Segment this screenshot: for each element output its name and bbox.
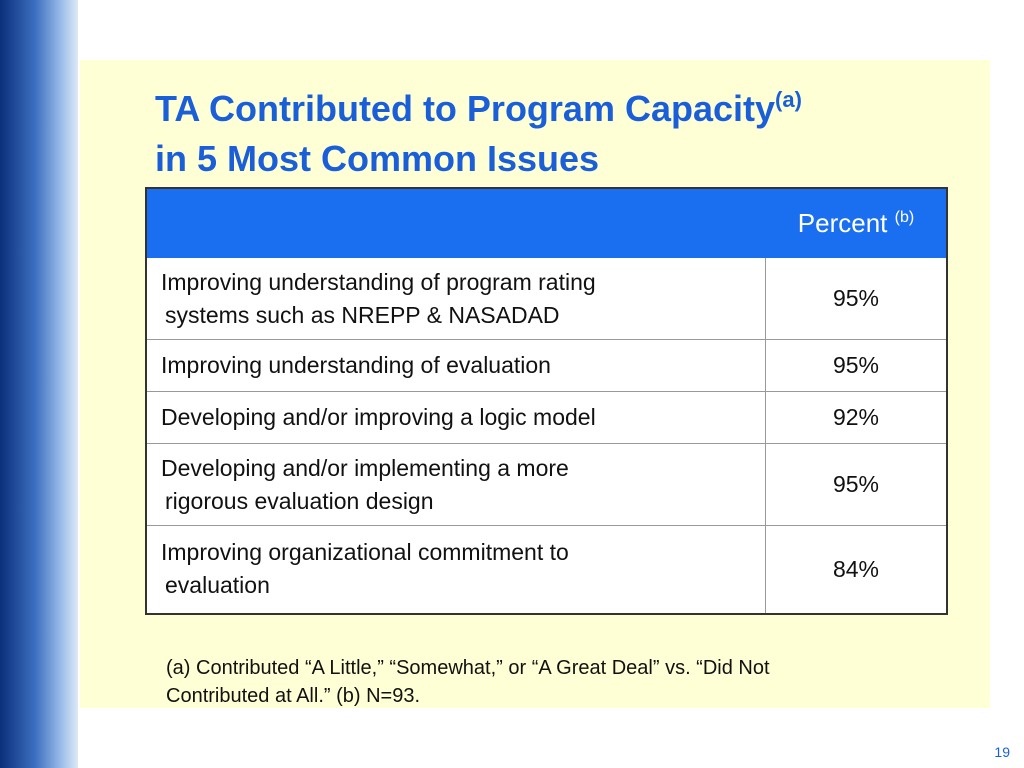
footnote: (a) Contributed “A Little,” “Somewhat,” … [166, 654, 770, 710]
issue-cell: Improving organizational commitment to ev… [145, 525, 766, 614]
issue-text: Improving understanding of evaluation [161, 352, 551, 378]
issue-cell: Developing and/or implementing a more rig… [145, 443, 766, 526]
header-row: Percent (b) [145, 187, 948, 258]
title-superscript: (a) [775, 87, 802, 112]
data-table: Percent (b) Improving understanding of pr… [145, 187, 948, 615]
header-label: Percent [797, 207, 888, 238]
percent-cell: 92% [765, 391, 948, 444]
page-number: 19 [994, 744, 1010, 760]
percent-cell: 84% [765, 525, 948, 614]
table-row: Developing and/or improving a logic mode… [145, 391, 948, 444]
title-line: in 5 Most Common Issues [155, 138, 600, 179]
issue-text: Improving organizational commitment to [161, 539, 569, 566]
header-cell [145, 187, 766, 258]
table-row: Improving understanding of program ratin… [145, 257, 948, 340]
title-line: TA Contributed to Program Capacity [155, 88, 776, 129]
header-cell: Percent (b) [765, 187, 948, 258]
percent-cell: 95% [765, 339, 948, 392]
issue-text: evaluation [165, 572, 270, 599]
table-row: Developing and/or implementing a more rig… [145, 443, 948, 526]
header-superscript: (b) [894, 208, 915, 226]
table-row: Improving organizational commitment to ev… [145, 525, 948, 614]
issue-text: Developing and/or improving a logic mode… [161, 404, 596, 430]
issue-cell: Developing and/or improving a logic mode… [145, 391, 766, 444]
footnote-line: (a) Contributed “A Little,” “Somewhat,” … [166, 657, 770, 679]
slide-title: TA Contributed to Program Capacity(a) in… [155, 84, 802, 184]
issue-text: Improving understanding of program ratin… [161, 268, 596, 295]
decorative-strip [0, 0, 78, 768]
percent-cell: 95% [765, 257, 948, 340]
issue-text: rigorous evaluation design [165, 487, 434, 514]
issue-cell: Improving understanding of evaluation [145, 339, 766, 392]
issue-cell: Improving understanding of program ratin… [145, 257, 766, 340]
table-row: Improving understanding of evaluation 95% [145, 339, 948, 392]
footnote-line: Contributed at All.” (b) N=93. [166, 685, 421, 707]
issue-text: Developing and/or implementing a more [161, 454, 569, 481]
percent-cell: 95% [765, 443, 948, 526]
issue-text: systems such as NREPP & NASADAD [165, 301, 560, 328]
